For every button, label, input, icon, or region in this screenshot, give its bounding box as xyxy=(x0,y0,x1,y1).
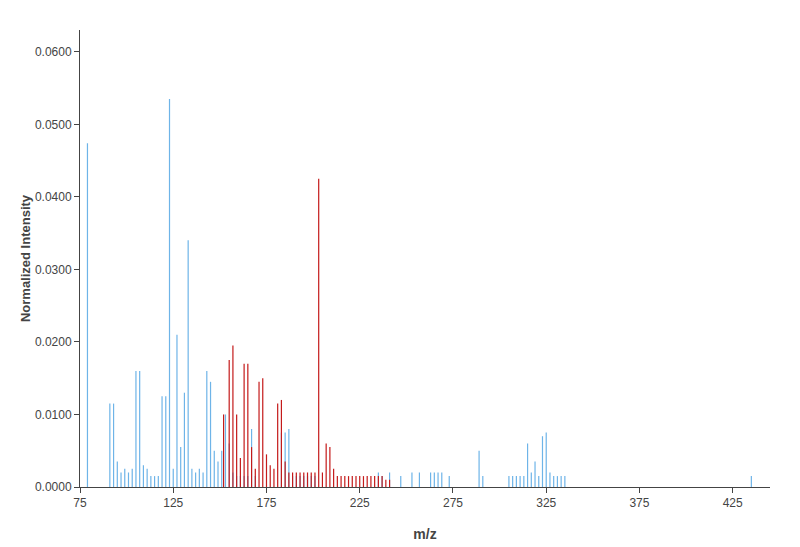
svg-text:325: 325 xyxy=(536,496,556,510)
svg-text:125: 125 xyxy=(163,496,183,510)
svg-text:175: 175 xyxy=(256,496,276,510)
svg-text:425: 425 xyxy=(723,496,743,510)
svg-text:m/z: m/z xyxy=(413,526,436,542)
svg-text:0.0100: 0.0100 xyxy=(35,408,72,422)
svg-text:0.0600: 0.0600 xyxy=(35,45,72,59)
svg-text:0.0500: 0.0500 xyxy=(35,118,72,132)
svg-text:0.0400: 0.0400 xyxy=(35,190,72,204)
svg-text:0.0300: 0.0300 xyxy=(35,263,72,277)
svg-text:275: 275 xyxy=(443,496,463,510)
svg-text:75: 75 xyxy=(73,496,87,510)
svg-text:0.0200: 0.0200 xyxy=(35,335,72,349)
svg-text:Normalized Intensity: Normalized Intensity xyxy=(18,194,33,322)
svg-text:375: 375 xyxy=(629,496,649,510)
svg-text:0.0000: 0.0000 xyxy=(35,480,72,494)
svg-text:225: 225 xyxy=(350,496,370,510)
